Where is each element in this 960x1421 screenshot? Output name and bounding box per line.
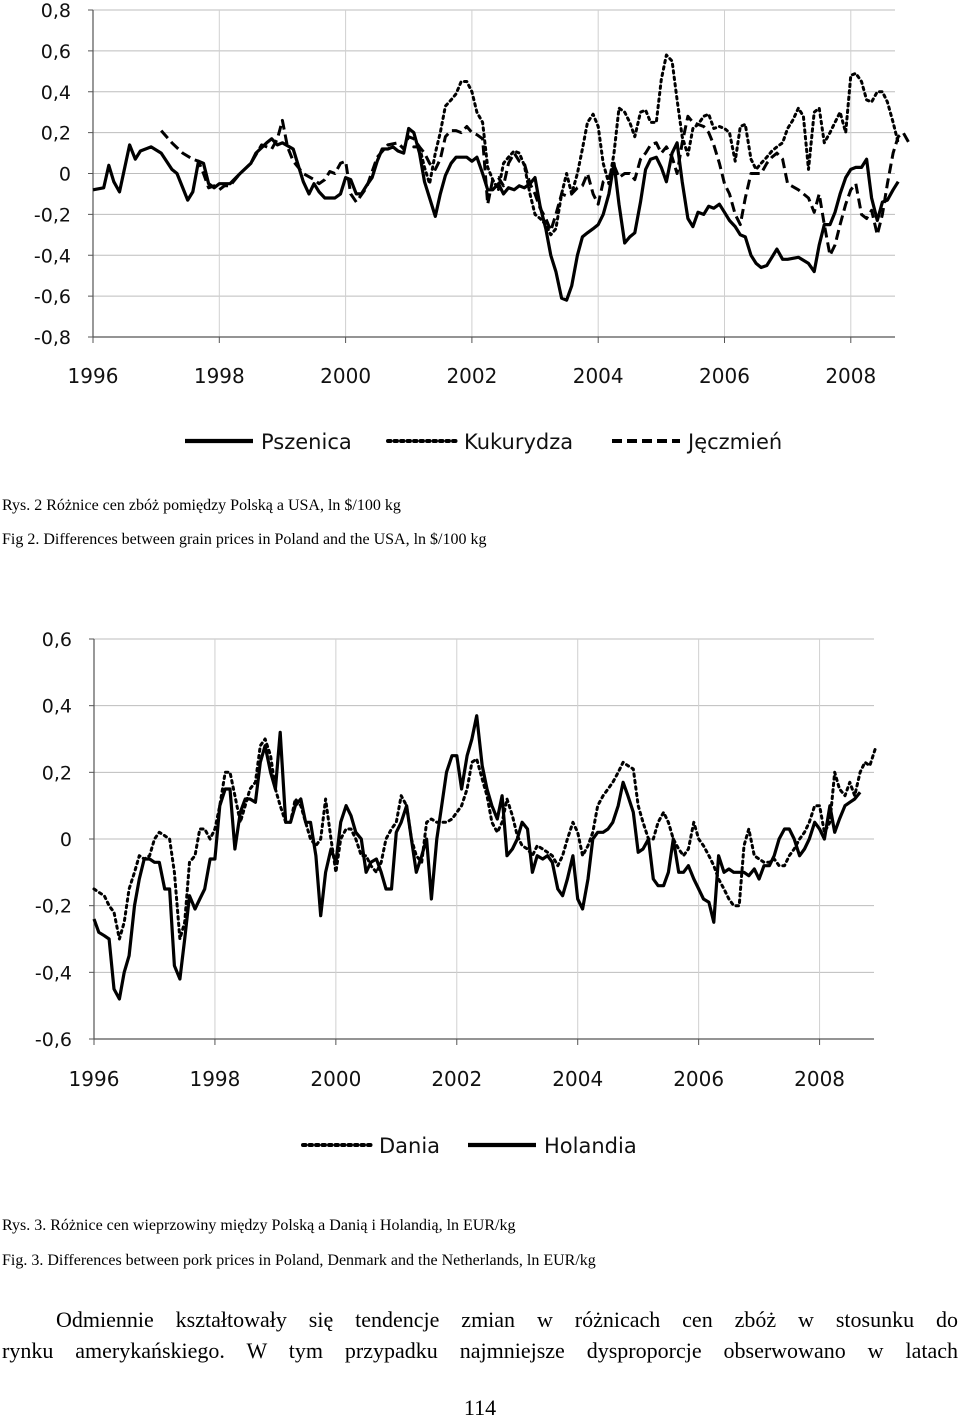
x-tick-label: 2008 <box>825 364 876 388</box>
series-line-pszenica <box>92 126 900 302</box>
chart-grain-price-differences: -0,8 -0,6 -0,4 -0,2 0 0,2 0,4 0,6 0,8 1996 1998 200… <box>34 0 911 454</box>
chart-pork-price-differences: -0,6 -0,4 -0,2 0 0,2 0,4 0,6 1996 1998 2000 2002 20… <box>35 629 877 1158</box>
series-line-dania <box>92 737 877 941</box>
series-line-holandia <box>92 714 862 1001</box>
y-tick-label: 0,6 <box>42 629 72 651</box>
legend-label-pszenica: Pszenica <box>261 430 352 454</box>
x-tick-label: 1998 <box>189 1067 240 1091</box>
x-tick-label: 2000 <box>310 1067 361 1091</box>
legend-label-kukurydza: Kukurydza <box>464 430 573 454</box>
figure-3-caption-pl: Rys. 3. Różnice cen wieprzowiny między P… <box>2 1217 516 1234</box>
x-tick-label: 2002 <box>431 1067 482 1091</box>
series-line-jęczmień <box>160 114 911 257</box>
figure-3-caption-en: Fig. 3. Differences between pork prices … <box>2 1252 596 1269</box>
y-tick-label: 0,8 <box>41 0 71 22</box>
y-tick-label: -0,4 <box>34 245 71 267</box>
figure-2-caption-pl: Rys. 2 Różnice cen zbóż pomiędzy Polską … <box>2 497 401 514</box>
figure-2-caption-en: Fig 2. Differences between grain prices … <box>2 531 487 548</box>
x-tick-label: 1998 <box>194 364 245 388</box>
x-tick-label: 1996 <box>69 1067 120 1091</box>
legend-label-dania: Dania <box>379 1134 440 1158</box>
legend-label-jęczmień: Jęczmień <box>686 430 782 454</box>
x-tick-label: 2004 <box>552 1067 603 1091</box>
x-tick-label: 1996 <box>68 364 119 388</box>
y-tick-label: -0,2 <box>34 204 71 226</box>
x-tick-label: 2000 <box>320 364 371 388</box>
page-number: 114 <box>463 1395 497 1420</box>
x-tick-label: 2002 <box>446 364 497 388</box>
x-tick-label: 2008 <box>794 1067 845 1091</box>
y-tick-label: 0,2 <box>41 123 71 145</box>
y-tick-label: 0,4 <box>42 696 72 718</box>
y-tick-label: -0,2 <box>35 896 72 918</box>
y-tick-label: 0 <box>60 829 72 851</box>
series-line-kukurydza <box>412 53 900 237</box>
x-tick-label: 2004 <box>573 364 624 388</box>
legend-label-holandia: Holandia <box>544 1134 637 1158</box>
y-tick-label: -0,6 <box>34 286 71 308</box>
y-tick-label: 0 <box>59 164 71 186</box>
y-tick-label: -0,6 <box>35 1029 72 1051</box>
y-tick-label: -0,4 <box>35 962 72 984</box>
body-paragraph-line-1: Odmiennie kształtowały się tendencje zmi… <box>56 1307 958 1332</box>
y-tick-label: 0,2 <box>42 762 72 784</box>
y-tick-label: 0,4 <box>41 82 71 104</box>
x-tick-label: 2006 <box>699 364 750 388</box>
body-paragraph-line-2: rynku amerykańskiego. W tym przypadku na… <box>2 1338 958 1363</box>
x-tick-label: 2006 <box>673 1067 724 1091</box>
y-tick-label: -0,8 <box>34 327 71 349</box>
y-tick-label: 0,6 <box>41 41 71 63</box>
